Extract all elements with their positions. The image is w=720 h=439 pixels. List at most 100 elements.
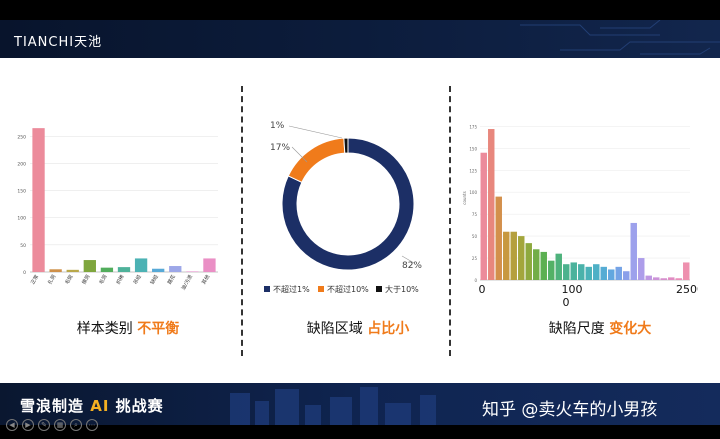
donut-value-label: 17% xyxy=(270,143,290,153)
tianchi-logo: TIANCHI天池 xyxy=(14,35,103,50)
histogram-bar xyxy=(563,264,570,280)
y-tick-label: 200 xyxy=(17,161,26,167)
histogram-bar xyxy=(510,231,517,280)
caption-category-text: 样本类别 xyxy=(76,321,138,337)
x-tick-label: 100 xyxy=(562,283,583,296)
histogram-bar xyxy=(615,266,622,280)
bar xyxy=(134,258,148,272)
x-tick-label: 毛斑 xyxy=(63,274,74,286)
bar xyxy=(32,128,45,272)
competition-title: 雪浪制造 AI 挑战赛 xyxy=(20,395,164,416)
histogram-bar xyxy=(593,264,600,280)
histogram-bar xyxy=(608,269,615,280)
donut-value-label: 82% xyxy=(402,261,422,271)
histogram-bar xyxy=(668,277,675,280)
y-axis-label: counts xyxy=(462,191,467,204)
y-tick-label: 100 xyxy=(17,216,26,222)
legend-swatch xyxy=(264,286,270,292)
bar xyxy=(203,258,216,272)
caption-category: 样本类别 不平衡 xyxy=(38,318,218,338)
footer-decoration xyxy=(230,387,436,425)
histogram-bar xyxy=(675,278,682,280)
zoom-icon[interactable]: ⌕ xyxy=(70,419,82,431)
x-tick-label: 吊经 xyxy=(132,274,143,286)
x-tick-label: 擦洞 xyxy=(80,274,91,286)
histogram-bar xyxy=(555,253,562,280)
y-tick-label: 100 xyxy=(469,190,477,195)
caption-scale-highlight: 变化大 xyxy=(609,321,652,337)
x-tick-label: 正常 xyxy=(29,274,40,286)
caption-area-highlight: 占比小 xyxy=(367,321,410,337)
histogram-bar xyxy=(540,251,547,280)
bar xyxy=(66,269,79,272)
zhihu-watermark: 知乎 @卖火车的小男孩 xyxy=(482,400,658,420)
x-tick-label: 油/污渍 xyxy=(180,274,194,292)
caption-category-highlight: 不平衡 xyxy=(137,321,180,337)
category-bar-chart: 0 50 100 150 200 250 正常 扎洞 毛斑 擦洞 毛洞 织稀 吊经 缺经 跳花 油/污渍 其他 xyxy=(17,128,218,292)
histogram-bar xyxy=(623,271,630,280)
bar xyxy=(117,267,131,272)
y-tick-label: 75 xyxy=(472,212,478,217)
prev-slide-icon[interactable]: ◀ xyxy=(6,419,18,431)
competition-title-a: 雪浪制造 xyxy=(20,397,91,415)
label-leader-line xyxy=(401,255,415,264)
y-tick-label: 0 xyxy=(474,278,477,283)
competition-title-b: 挑战赛 xyxy=(109,397,164,415)
divider-left xyxy=(241,86,243,356)
bar xyxy=(49,269,62,272)
bar xyxy=(100,267,114,272)
x-tick-label: 织稀 xyxy=(115,274,126,286)
next-slide-icon[interactable]: ▶ xyxy=(22,419,34,431)
bar xyxy=(152,268,165,272)
bar xyxy=(83,260,96,272)
caption-area: 缺陷区域 占比小 xyxy=(268,318,448,338)
y-tick-label: 50 xyxy=(472,234,478,239)
histogram-bar xyxy=(638,258,645,280)
x-tick-label: 其他 xyxy=(200,274,211,286)
legend-swatch xyxy=(376,286,382,292)
y-tick-label: 50 xyxy=(20,243,26,249)
histogram-bar xyxy=(533,249,540,280)
legend-label: 大于10% xyxy=(385,284,419,294)
histogram-bar xyxy=(525,243,532,280)
histogram-bar xyxy=(585,266,592,280)
histogram-bar xyxy=(488,129,495,280)
more-options-icon[interactable]: ⋯ xyxy=(86,419,98,431)
legend-label: 不超过1% xyxy=(273,284,310,294)
y-tick-label: 125 xyxy=(469,168,477,173)
y-tick-label: 175 xyxy=(469,124,477,129)
y-tick-label: 25 xyxy=(472,256,478,261)
histogram-bar xyxy=(480,152,487,280)
y-tick-label: 150 xyxy=(469,146,477,151)
histogram-bar xyxy=(495,196,502,280)
legend-swatch xyxy=(318,286,324,292)
caption-scale-text: 缺陷尺度 xyxy=(548,321,610,337)
bottom-black-bar xyxy=(0,425,720,439)
divider-right xyxy=(449,86,451,356)
histogram-bar xyxy=(660,278,667,280)
x-tick-label: 缺经 xyxy=(149,274,160,286)
bar xyxy=(186,271,199,272)
pen-tool-icon[interactable]: ✎ xyxy=(38,419,50,431)
x-tick-label: 跳花 xyxy=(166,274,177,286)
top-black-bar xyxy=(0,0,720,20)
donut-slice xyxy=(281,137,415,271)
histogram-bar xyxy=(683,262,690,280)
defect-scale-histogram: 0255075100125150175counts010025000 xyxy=(462,124,698,309)
histogram-bar xyxy=(630,222,637,280)
slide-grid-icon[interactable]: ▦ xyxy=(54,419,66,431)
y-tick-label: 0 xyxy=(23,270,26,276)
y-tick-label: 250 xyxy=(17,134,26,140)
legend-label: 不超过10% xyxy=(327,284,369,294)
label-leader-line xyxy=(288,125,343,139)
donut-slice xyxy=(343,137,349,154)
y-tick-label: 150 xyxy=(17,189,26,195)
donut-value-label: 1% xyxy=(270,121,285,131)
defect-area-donut-chart: 82% 17% 1% 不超过1% 不超过10% 大于10% xyxy=(264,121,422,294)
histogram-bar xyxy=(503,231,510,280)
histogram-bar xyxy=(570,262,577,280)
caption-scale: 缺陷尺度 变化大 xyxy=(510,318,690,338)
bar xyxy=(169,266,182,272)
slide-header: TIANCHI天池 xyxy=(0,20,720,58)
